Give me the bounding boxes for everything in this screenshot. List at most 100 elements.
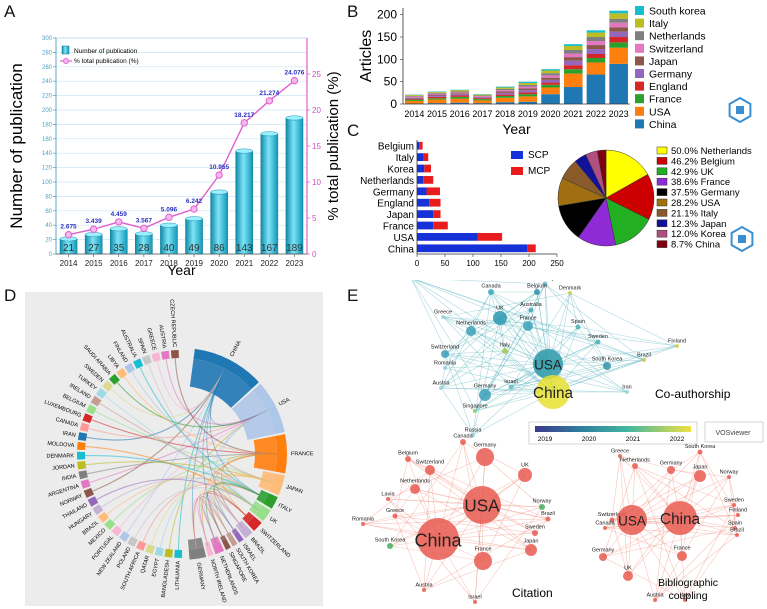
network-edge [670,451,701,471]
network-edge [448,280,546,285]
x-tick-label: 50 [441,259,450,268]
bar-mcp [429,198,441,207]
chord-ribbon [227,453,278,483]
stack-segment-japan [541,77,560,80]
pie-legend-swatch [656,177,668,186]
y-tick-label: 150 [377,30,397,44]
panel-c-chart: ChinaUSAFranceJapanEnglandGermanyNetherl… [360,140,754,268]
stack-segment-china [586,74,606,104]
chord-ribbon [207,490,251,541]
chord-ribbon [94,410,273,484]
network-node-label: Germany [474,384,497,390]
stack-segment-italy [495,87,515,89]
y2-tick-label: 10 [312,178,321,187]
bar-publications [235,150,254,255]
pie-legend-label: 12.3% Japan [671,219,726,230]
bar-value-label: 27 [88,243,100,254]
pie-legend-swatch [656,198,668,207]
network-node-label: Austria [646,593,664,599]
stack-segment-switzerland [609,22,628,28]
y-tick-label: England [377,199,414,210]
network-edge [552,345,678,393]
pct-point [190,205,198,213]
chord-label: SPAIN [136,337,147,354]
stack-segment-netherlands [495,88,515,91]
chord-ribbon [221,453,278,521]
chord-ribbon [89,410,267,484]
network-node-label: Canada [595,521,615,527]
stack-segment-japan [427,94,447,96]
stack-segment-south-korea [541,69,560,71]
network-node [439,386,443,390]
stack-segment-france [518,94,538,97]
network-edge [499,291,538,319]
stack-segment-france [450,96,470,99]
network-node [441,315,445,319]
legend-label: SCP [528,150,549,161]
pct-value-label: 21.274 [259,90,279,97]
network-edge [728,476,739,516]
x-tick-label: 2021 [563,109,583,119]
network-node-label: Canada [481,284,501,290]
y2-tick-label: 5 [312,214,317,223]
network-edge [602,527,736,558]
journal-logo [730,225,754,253]
legend-label: Number of publication [74,48,138,55]
network-edge [472,317,501,436]
panel-e-networks: Norway Belgium Denmark Canada Lavia Australia… [352,280,764,604]
network-node [733,526,737,530]
network-node [617,505,647,535]
x-tick-label: 2019 [518,109,538,119]
network-edge [681,476,730,557]
chord-ribbon [214,482,267,534]
network-edge [482,474,526,562]
legend-swatch [635,106,644,116]
chord-ribbon [200,497,225,544]
chord-arc [174,549,183,558]
stack-segment-switzerland [518,86,538,89]
stack-segment-italy [541,70,560,74]
chord-arc [77,441,86,451]
network-edge [440,350,506,389]
network-edge [510,345,678,388]
network-edge [544,283,645,361]
network-node-label: Norway [720,470,739,476]
stack-segment-germany [405,97,424,99]
network-edge [577,326,608,367]
chord-ribbon [177,368,226,550]
chord-ribbon [221,410,267,511]
chord-ribbon [195,498,217,547]
y-tick-label: 0 [49,252,53,258]
network-node [417,518,459,560]
y-axis-label: Articles [358,30,375,82]
y2-tick-label: 25 [312,70,321,79]
stack-segment-italy [405,95,424,96]
network-node [392,513,398,519]
x-tick-label: 200 [522,259,536,268]
network-edge [606,345,678,367]
x-tick-label: 2015 [85,259,103,268]
chord-arc [151,352,161,362]
chord-ribbon [174,358,278,455]
network-node-label: Canada [453,434,473,440]
chord-ribbon [209,475,273,541]
network-edge [602,556,686,601]
network-node-label: Belgium [398,451,418,457]
network-node-label: Lavia [381,492,395,498]
stack-segment-england [609,37,628,43]
chord-arc [161,350,170,360]
network-node-label: UK [521,463,529,469]
network-node-label: Netherlands [456,321,486,327]
stack-segment-south-korea [563,44,583,46]
x-tick-label: 2021 [235,259,253,268]
network-edge [444,363,549,369]
network-edge [413,280,554,393]
stack-segment-netherlands [518,84,538,87]
chord-ribbon [85,461,273,484]
network-node-label: Austria [415,583,433,589]
bar-scp [417,198,430,207]
network-edge [470,291,492,332]
network-node-label: South Korea [685,444,717,450]
network-edge [619,455,701,477]
chord-ribbon [126,368,226,534]
